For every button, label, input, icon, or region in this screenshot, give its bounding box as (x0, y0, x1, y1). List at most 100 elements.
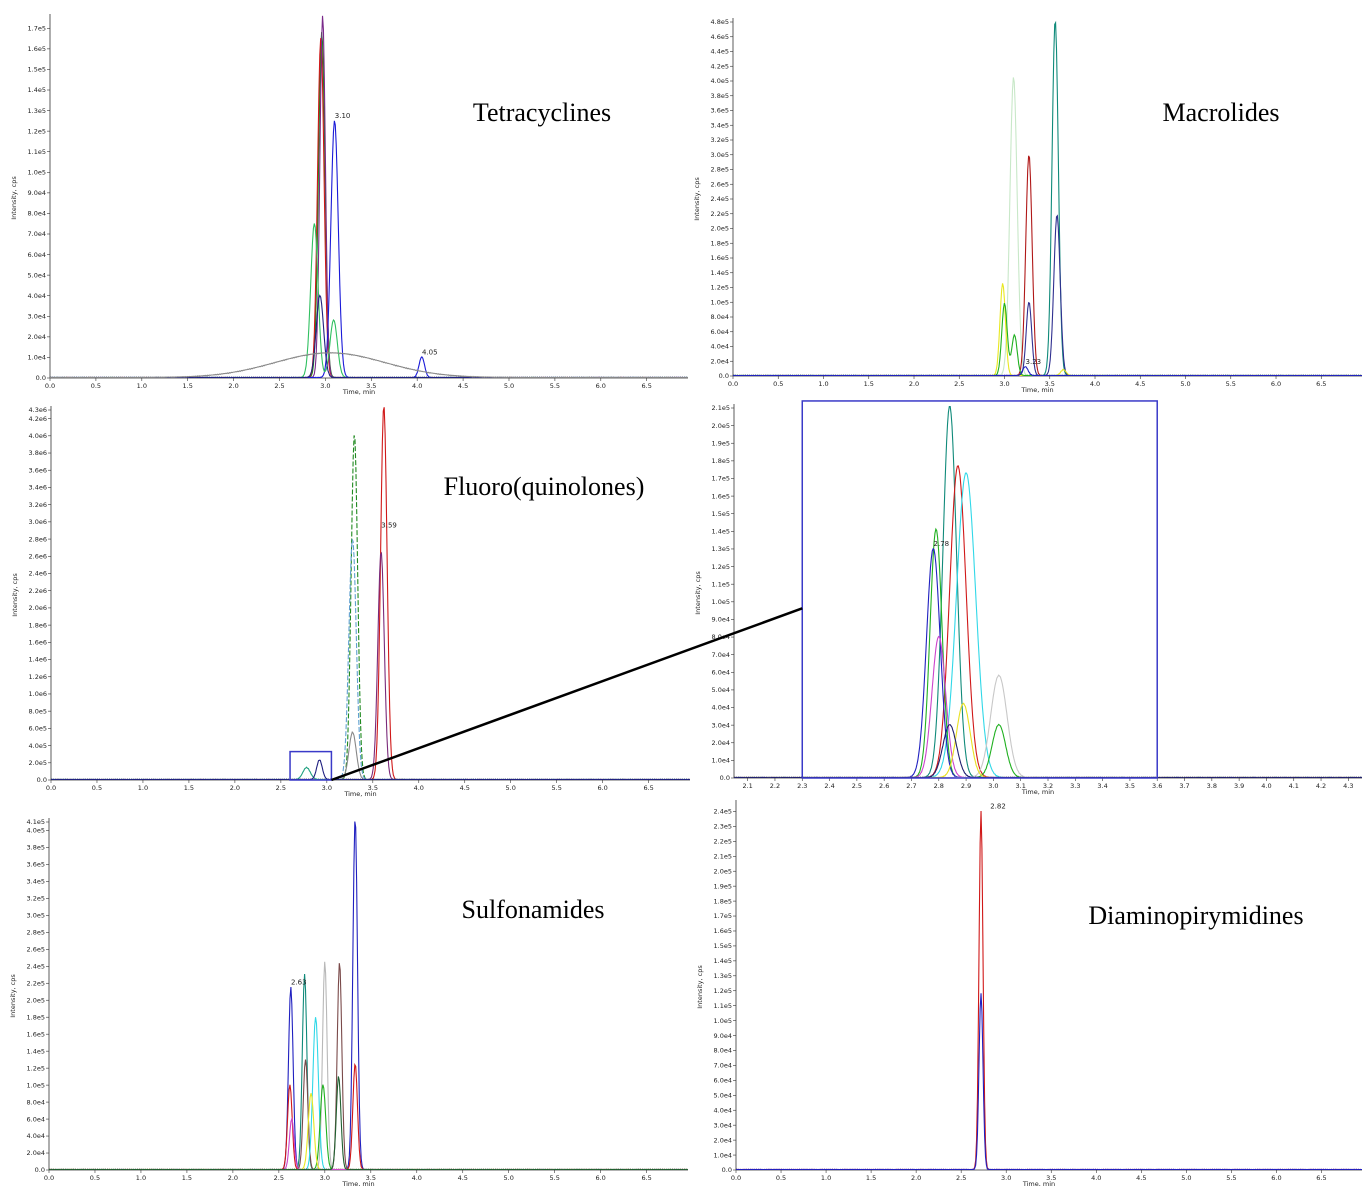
y-axis-title: Intensity, cps (696, 965, 704, 1009)
x-tick-label: 6.5 (642, 382, 652, 390)
x-tick-label: 3.5 (1125, 782, 1135, 790)
y-tick-label: 3.0e4 (712, 721, 730, 729)
x-tick-label: 6.0 (1271, 380, 1281, 388)
y-tick-label: 5.0e4 (712, 686, 730, 694)
y-tick-label: 0.0 (720, 774, 730, 782)
x-tick-label: 4.5 (458, 382, 468, 390)
x-tick-label: 2.9 (961, 782, 971, 790)
x-tick-label: 3.9 (1234, 782, 1244, 790)
x-tick-label: 1.0 (136, 1174, 146, 1182)
traces (733, 20, 1362, 376)
series-line (734, 547, 1362, 778)
series-line (49, 1076, 688, 1170)
y-tick-label: 1.7e5 (28, 24, 46, 32)
y-tick-label: 1.2e5 (28, 127, 46, 135)
x-tick-label: 5.5 (1226, 1174, 1236, 1182)
y-tick-label: 1.4e5 (714, 957, 732, 965)
x-tick-label: 2.5 (276, 784, 286, 792)
y-tick-label: 2.8e6 (29, 535, 47, 543)
series-line (734, 527, 1362, 778)
y-tick-label: 1.0e5 (711, 298, 729, 306)
series-line (733, 20, 1362, 376)
x-tick-label: 3.4 (1097, 782, 1107, 790)
y-tick-label: 3.0e5 (711, 151, 729, 159)
series-line (49, 1116, 688, 1170)
x-tick-label: 3.2 (1043, 782, 1053, 790)
y-tick-label: 1.9e5 (714, 882, 732, 890)
y-tick-label: 2.6e5 (711, 180, 729, 188)
series-line (50, 351, 688, 378)
series-line (50, 223, 688, 378)
y-tick-label: 2.8e5 (27, 929, 45, 937)
series-line (734, 472, 1362, 778)
x-tick-label: 3.8 (1207, 782, 1217, 790)
series-line (51, 731, 690, 780)
y-tick-label: 2.0e5 (27, 996, 45, 1004)
y-tick-label: 1.3e5 (714, 972, 732, 980)
y-tick-label: 3.6e6 (29, 466, 47, 474)
y-tick-label: 4.0e5 (29, 742, 47, 750)
y-tick-label: 4.0e6 (29, 432, 47, 440)
y-tick-label: 3.0e4 (28, 312, 46, 320)
y-tick-label: 1.4e5 (711, 269, 729, 277)
y-tick-label: 2.2e5 (27, 979, 45, 987)
x-tick-label: 0.0 (44, 1174, 54, 1182)
y-axis-title: Intensity, cps (9, 974, 17, 1018)
y-tick-label: 1.1e5 (28, 148, 46, 156)
y-tick-label: 1.4e5 (28, 86, 46, 94)
traces (734, 406, 1362, 778)
x-tick-label: 3.5 (366, 1174, 376, 1182)
x-tick-label: 2.0 (228, 1174, 238, 1182)
y-tick-label: 2.0e4 (28, 333, 46, 341)
y-tick-label: 9.0e4 (28, 189, 46, 197)
y-tick-label: 2.2e5 (711, 210, 729, 218)
chart-title: Macrolides (1163, 98, 1280, 127)
x-tick-label: 5.5 (550, 1174, 560, 1182)
y-tick-label: 3.2e5 (711, 136, 729, 144)
y-tick-label: 1.0e4 (712, 757, 730, 765)
y-tick-label: 8.0e4 (711, 313, 729, 321)
y-tick-label: 1.8e5 (714, 897, 732, 905)
x-tick-label: 5.0 (1181, 1174, 1191, 1182)
series-line (49, 963, 688, 1170)
peak-label: 2.82 (990, 802, 1006, 810)
x-tick-label: 0.0 (728, 380, 738, 388)
y-tick-label: 2.0e4 (27, 1149, 45, 1157)
y-tick-label: 4.3e6 (29, 406, 47, 414)
peak-label: 2.63 (291, 979, 307, 987)
series-line (51, 539, 690, 780)
y-tick-label: 1.2e5 (711, 284, 729, 292)
x-axis-title: Time, min (1020, 386, 1053, 394)
y-tick-label: 9.0e4 (712, 616, 730, 624)
x-tick-label: 4.0 (1261, 782, 1271, 790)
x-tick-label: 2.0 (228, 382, 238, 390)
y-tick-label: 1.0e5 (27, 1081, 45, 1089)
series-line (49, 1017, 688, 1170)
y-tick-label: 9.0e4 (714, 1032, 732, 1040)
y-tick-label: 2.4e6 (29, 570, 47, 578)
y-tick-label: 8.0e4 (714, 1047, 732, 1055)
series-line (736, 810, 1362, 1170)
x-tick-label: 3.0 (320, 382, 330, 390)
x-tick-label: 4.5 (1136, 1174, 1146, 1182)
y-tick-label: 6.0e4 (28, 251, 46, 259)
y-tick-label: 0.0 (35, 1166, 45, 1174)
x-tick-label: 3.0 (988, 782, 998, 790)
y-axis-title: Intensity, cps (11, 573, 19, 617)
y-tick-label: 2.6e6 (29, 552, 47, 560)
y-axis-title: Intensity, cps (693, 177, 701, 221)
y-tick-label: 3.4e5 (711, 121, 729, 129)
zoom-source-box (289, 750, 333, 781)
y-tick-label: 4.0e4 (28, 292, 46, 300)
y-tick-label: 1.7e5 (714, 912, 732, 920)
x-tick-label: 1.0 (138, 784, 148, 792)
y-tick-label: 4.6e5 (711, 33, 729, 41)
y-tick-label: 4.2e5 (711, 62, 729, 70)
x-tick-label: 2.8 (934, 782, 944, 790)
y-tick-label: 1.8e5 (711, 239, 729, 247)
x-tick-label: 5.0 (504, 1174, 514, 1182)
series-line (51, 407, 690, 780)
chart-title: Fluoro(quinolones) (444, 472, 645, 501)
y-tick-label: 2.1e5 (712, 404, 730, 412)
series-line (51, 759, 690, 780)
